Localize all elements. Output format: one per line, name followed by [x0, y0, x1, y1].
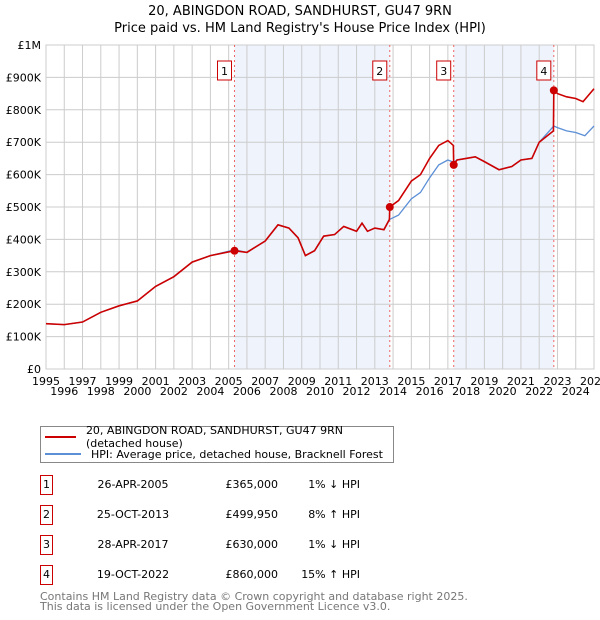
transaction-date: 25-OCT-2013 — [96, 508, 170, 521]
x-tick-label: 2009 — [288, 375, 316, 388]
transaction-price: £860,000 — [225, 568, 279, 581]
sale-label-box — [217, 60, 233, 81]
chart-title: 20, ABINGDON ROAD, SANDHURST, GU47 9RN — [148, 4, 452, 19]
x-tick-label: 2001 — [142, 375, 170, 388]
x-tick-label: 2016 — [416, 385, 444, 398]
legend-item-hpi: HPI: Average price, detached house, Brac… — [41, 446, 383, 462]
legend-line-red — [45, 436, 76, 438]
transaction-date: 28-APR-2017 — [97, 538, 169, 551]
x-tick-label: 2023 — [543, 375, 571, 388]
transaction-hpi: 8% ↑ HPI — [308, 508, 360, 521]
footer-licence: This data is licensed under the Open Gov… — [40, 600, 391, 613]
x-tick-label: 2022 — [525, 385, 553, 398]
x-tick-label: 2013 — [361, 375, 389, 388]
transaction-num: 4 — [40, 565, 53, 585]
x-tick-label: 2025 — [580, 375, 600, 388]
transaction-hpi: 1% ↓ HPI — [308, 538, 360, 551]
x-tick-label: 1996 — [50, 385, 78, 398]
sale-label: 1 — [221, 65, 228, 78]
legend-line-blue — [45, 453, 81, 455]
legend: 20, ABINGDON ROAD, SANDHURST, GU47 9RN (… — [40, 424, 394, 463]
x-tick-label: 2012 — [343, 385, 371, 398]
x-tick-label: 1999 — [105, 375, 133, 388]
transaction-hpi: 15% ↑ HPI — [301, 568, 360, 581]
sale-point — [449, 160, 458, 169]
price-chart: 1995199619971998199920002001200220032004… — [6, 39, 600, 398]
footer-copyright: Contains HM Land Registry data © Crown c… — [40, 590, 468, 603]
property-price-line — [45, 88, 595, 326]
y-tick-label: £500K — [6, 201, 42, 214]
y-tick-label: £1M — [18, 39, 42, 52]
y-tick-label: £0 — [27, 363, 41, 376]
x-tick-label: 2020 — [489, 385, 517, 398]
x-tick-label: 2007 — [251, 375, 279, 388]
transaction-price: £630,000 — [225, 538, 279, 551]
sale-label-box — [372, 60, 388, 81]
transaction-price: £499,950 — [225, 508, 279, 521]
sale-point — [230, 246, 239, 255]
x-tick-label: 1997 — [69, 375, 97, 388]
sale-label: 3 — [440, 65, 447, 78]
x-tick-label: 2008 — [269, 385, 297, 398]
x-tick-label: 2019 — [470, 375, 498, 388]
y-tick-label: £900K — [6, 71, 42, 84]
y-tick-label: £800K — [6, 104, 42, 117]
transaction-date: 19-OCT-2022 — [96, 568, 170, 581]
sale-point — [549, 86, 558, 95]
legend-item-property: 20, ABINGDON ROAD, SANDHURST, GU47 9RN (… — [41, 424, 393, 450]
transaction-num: 1 — [40, 475, 53, 495]
x-tick-label: 2018 — [452, 385, 480, 398]
legend-label: HPI: Average price, detached house, Brac… — [91, 447, 383, 461]
chart-subtitle: Price paid vs. HM Land Registry's House … — [114, 21, 486, 36]
transaction-hpi: 1% ↓ HPI — [308, 478, 360, 491]
x-tick-label: 2017 — [434, 375, 462, 388]
x-tick-label: 2014 — [379, 385, 407, 398]
y-tick-label: £600K — [6, 169, 42, 182]
x-tick-label: 2003 — [178, 375, 206, 388]
sale-label-box — [536, 60, 552, 81]
x-tick-label: 2005 — [215, 375, 243, 388]
legend-label: 20, ABINGDON ROAD, SANDHURST, GU47 9RN (… — [85, 424, 343, 450]
x-tick-label: 2011 — [324, 375, 352, 388]
x-tick-label: 2006 — [233, 385, 261, 398]
sale-label-box — [436, 60, 452, 81]
y-tick-label: £200K — [6, 298, 42, 311]
y-tick-label: £400K — [6, 233, 42, 246]
sale-label: 2 — [376, 65, 383, 78]
transaction-num: 2 — [40, 505, 53, 525]
y-tick-label: £300K — [6, 266, 42, 279]
x-tick-label: 2010 — [306, 385, 334, 398]
y-tick-label: £100K — [6, 331, 42, 344]
y-tick-label: £700K — [6, 136, 42, 149]
x-tick-label: 2004 — [196, 385, 224, 398]
x-tick-label: 2021 — [507, 375, 535, 388]
sale-point — [385, 203, 394, 212]
x-tick-label: 1998 — [87, 385, 115, 398]
sale-label: 4 — [540, 65, 547, 78]
x-tick-label: 2002 — [160, 385, 188, 398]
x-tick-label: 2000 — [123, 385, 151, 398]
transaction-num: 3 — [40, 535, 53, 555]
transaction-price: £365,000 — [225, 478, 279, 491]
plot-frame — [45, 44, 595, 370]
x-tick-label: 1995 — [32, 375, 60, 388]
transaction-date: 26-APR-2005 — [97, 478, 169, 491]
x-tick-label: 2015 — [397, 375, 425, 388]
x-tick-label: 2024 — [562, 385, 590, 398]
